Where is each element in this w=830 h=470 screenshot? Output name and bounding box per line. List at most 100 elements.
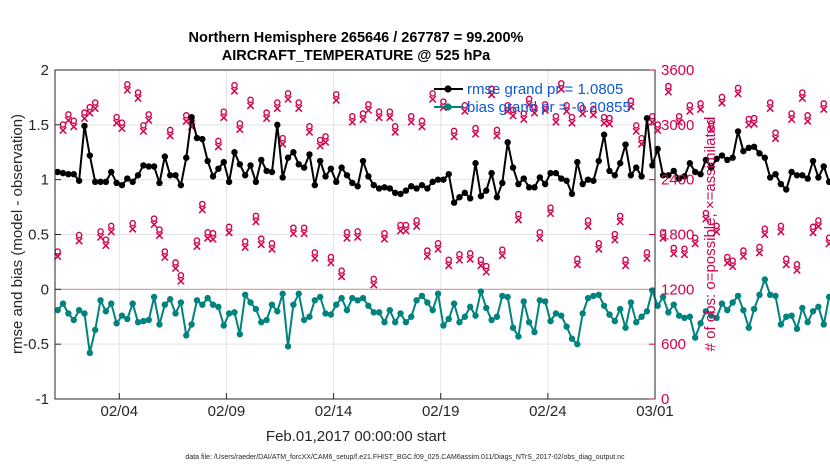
rmse-point [199,135,206,143]
left-tick-label: -1 [36,391,49,408]
obs-assimilated-point [707,125,715,134]
rmse-point [643,115,651,122]
obs-possible-point [675,112,683,120]
obs-possible-point [279,134,286,142]
obs-assimilated-stroke [643,254,651,263]
rmse-point [300,164,308,171]
rmse-point [220,158,227,166]
obs-possible-point [557,80,565,87]
rmse-point [638,173,645,180]
bias-point [627,299,635,306]
obs-possible-point [772,129,779,137]
bias-point [649,287,656,294]
obs-possible-point [574,255,581,263]
obs-assimilated-stroke [595,245,603,253]
obs-assimilated-stroke [525,101,533,109]
obs-assimilated-stroke [359,115,367,124]
x-axis-label: Feb.01,2017 00:00:00 start [266,428,447,445]
obs-assimilated-point [91,104,99,113]
obs-assimilated-stroke [820,105,828,114]
obs-assimilated-stroke [321,138,330,147]
obs-possible-point [820,100,828,107]
obs-assimilated-stroke [503,107,512,115]
obs-assimilated-stroke [514,216,523,224]
rmse-point [659,172,667,179]
rmse-point [102,178,110,186]
obs-assimilated-point [445,261,453,270]
obs-assimilated-stroke [75,237,83,245]
obs-assimilated-stroke [509,112,517,120]
legend-bias-marker [444,103,452,111]
obs-assimilated-stroke [712,228,721,236]
obs-assimilated-stroke [370,281,378,289]
bias-point [354,297,361,304]
rmse-point [290,149,297,156]
obs-possible-point [182,112,190,119]
obs-possible-point [793,261,801,268]
bias-point [365,302,372,309]
obs-possible-point [756,243,763,251]
rmse-point [402,187,410,194]
obs-possible-point [740,247,747,254]
obs-assimilated-point [118,124,126,133]
bias-point [268,301,276,308]
obs-assimilated-stroke [696,105,705,114]
bias-point [574,340,581,348]
obs-assimilated-stroke [627,102,635,111]
rmse-point [231,149,238,156]
rmse-point [359,157,367,165]
rmse-point [820,163,827,170]
obs-assimilated-stroke [284,95,292,104]
rmse-point [825,178,830,186]
obs-possible-point [622,256,629,264]
bias-point [193,297,201,304]
obs-assimilated-stroke [268,245,276,253]
obs-assimilated-point [278,140,287,148]
obs-assimilated-stroke [64,116,73,125]
obs-possible-point [734,84,742,92]
obs-assimilated-point [289,229,298,238]
obs-assimilated-point [632,127,640,136]
legend-rmse-label: rmse grand pr = 1.0805 [467,81,623,98]
bias-point [745,324,752,331]
right-tick-label: 2400 [661,172,694,189]
obs-assimilated-point [128,225,137,233]
obs-possible-point [349,112,356,120]
rmse-point [386,185,394,192]
rmse-point [97,178,104,186]
rmse-point [75,177,83,184]
rmse-point [338,164,345,171]
obs-assimilated-point [225,229,233,237]
obs-assimilated-point [166,132,174,140]
rmse-point [140,162,147,169]
x-tick-label: 02/04 [101,403,139,420]
rmse-point [129,178,136,186]
obs-possible-point [338,267,345,275]
rmse-point [429,178,436,186]
obs-assimilated-point [246,101,255,110]
obs-possible-point [713,222,720,230]
obs-assimilated-stroke [112,119,121,127]
obs-possible-point [429,90,436,97]
rmse-point [375,185,383,192]
legend-rmse-marker [444,85,452,93]
rmse-point [295,161,302,168]
rmse-point [236,161,244,168]
obs-possible-point [659,229,667,236]
right-tick-label: 3000 [661,117,694,134]
obs-possible-point [107,222,115,230]
bias-point [134,319,142,326]
bias-point [477,288,485,295]
obs-assimilated-point [198,206,207,214]
chart-title-line-1: Northern Hemisphere 265646 / 267787 = 99… [189,30,524,46]
obs-assimilated-point [568,119,576,127]
bias-point [756,291,763,299]
obs-possible-point [568,113,576,121]
rmse-point [788,168,795,176]
bias-point [172,310,179,317]
obs-possible-point [327,253,335,261]
bias-point [472,312,479,319]
obs-assimilated-stroke [686,107,694,115]
obs-assimilated-point [766,104,774,113]
obs-assimilated-stroke [477,261,485,270]
